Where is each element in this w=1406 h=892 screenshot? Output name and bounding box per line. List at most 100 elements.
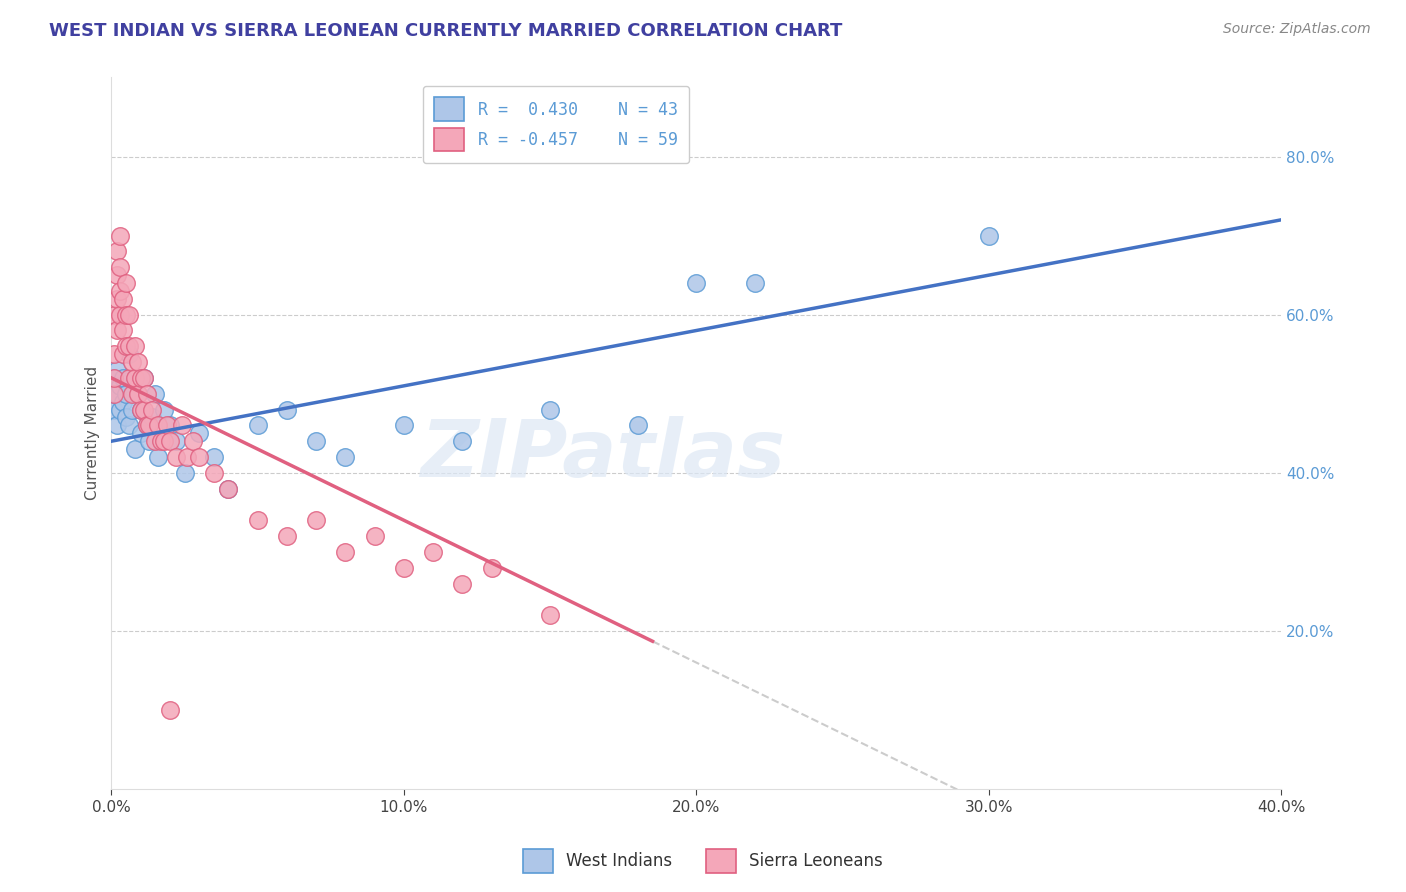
Point — [335, 450, 357, 464]
Point — [156, 418, 179, 433]
Point — [129, 402, 152, 417]
Point — [108, 228, 131, 243]
Point — [165, 450, 187, 464]
Point — [105, 268, 128, 282]
Point — [118, 308, 141, 322]
Point — [392, 418, 415, 433]
Point — [217, 482, 239, 496]
Point — [103, 371, 125, 385]
Point — [202, 466, 225, 480]
Point — [118, 418, 141, 433]
Point — [188, 426, 211, 441]
Point — [121, 402, 143, 417]
Point — [132, 371, 155, 385]
Point — [105, 386, 128, 401]
Point — [115, 386, 138, 401]
Point — [246, 418, 269, 433]
Point — [173, 466, 195, 480]
Point — [105, 324, 128, 338]
Point — [121, 386, 143, 401]
Point — [132, 371, 155, 385]
Point — [115, 308, 138, 322]
Point — [422, 545, 444, 559]
Point — [129, 371, 152, 385]
Point — [153, 434, 176, 449]
Point — [150, 434, 173, 449]
Point — [141, 410, 163, 425]
Point — [153, 402, 176, 417]
Point — [538, 608, 561, 623]
Point — [103, 386, 125, 401]
Point — [451, 576, 474, 591]
Point — [170, 418, 193, 433]
Point — [538, 402, 561, 417]
Point — [135, 418, 157, 433]
Point — [129, 402, 152, 417]
Point — [108, 308, 131, 322]
Point — [143, 434, 166, 449]
Point — [115, 339, 138, 353]
Text: WEST INDIAN VS SIERRA LEONEAN CURRENTLY MARRIED CORRELATION CHART: WEST INDIAN VS SIERRA LEONEAN CURRENTLY … — [49, 22, 842, 40]
Point — [188, 450, 211, 464]
Point — [124, 339, 146, 353]
Point — [108, 379, 131, 393]
Point — [627, 418, 650, 433]
Point — [103, 386, 125, 401]
Point — [112, 347, 135, 361]
Point — [159, 418, 181, 433]
Point — [105, 363, 128, 377]
Point — [141, 402, 163, 417]
Point — [977, 228, 1000, 243]
Point — [217, 482, 239, 496]
Point — [132, 402, 155, 417]
Point — [112, 292, 135, 306]
Point — [276, 402, 298, 417]
Point — [103, 371, 125, 385]
Point — [118, 347, 141, 361]
Point — [124, 442, 146, 456]
Point — [138, 434, 160, 449]
Point — [103, 308, 125, 322]
Point — [112, 324, 135, 338]
Point — [127, 355, 149, 369]
Point — [103, 402, 125, 417]
Point — [159, 703, 181, 717]
Point — [127, 386, 149, 401]
Point — [112, 394, 135, 409]
Point — [127, 386, 149, 401]
Legend: West Indians, Sierra Leoneans: West Indians, Sierra Leoneans — [516, 842, 890, 880]
Point — [118, 339, 141, 353]
Point — [335, 545, 357, 559]
Point — [108, 402, 131, 417]
Point — [103, 347, 125, 361]
Point — [305, 513, 328, 527]
Point — [112, 371, 135, 385]
Point — [121, 355, 143, 369]
Point — [148, 418, 170, 433]
Point — [105, 418, 128, 433]
Point — [118, 371, 141, 385]
Point — [165, 434, 187, 449]
Y-axis label: Currently Married: Currently Married — [86, 367, 100, 500]
Point — [108, 284, 131, 298]
Point — [181, 434, 204, 449]
Point — [392, 560, 415, 574]
Point — [115, 410, 138, 425]
Point — [363, 529, 385, 543]
Point — [138, 418, 160, 433]
Point — [108, 260, 131, 275]
Point — [135, 386, 157, 401]
Point — [451, 434, 474, 449]
Point — [105, 292, 128, 306]
Point — [124, 371, 146, 385]
Point — [105, 244, 128, 259]
Point — [148, 450, 170, 464]
Point — [135, 418, 157, 433]
Point — [159, 434, 181, 449]
Point — [685, 276, 707, 290]
Point — [143, 386, 166, 401]
Text: ZIPatlas: ZIPatlas — [420, 416, 786, 493]
Text: Source: ZipAtlas.com: Source: ZipAtlas.com — [1223, 22, 1371, 37]
Point — [481, 560, 503, 574]
Point — [176, 450, 198, 464]
